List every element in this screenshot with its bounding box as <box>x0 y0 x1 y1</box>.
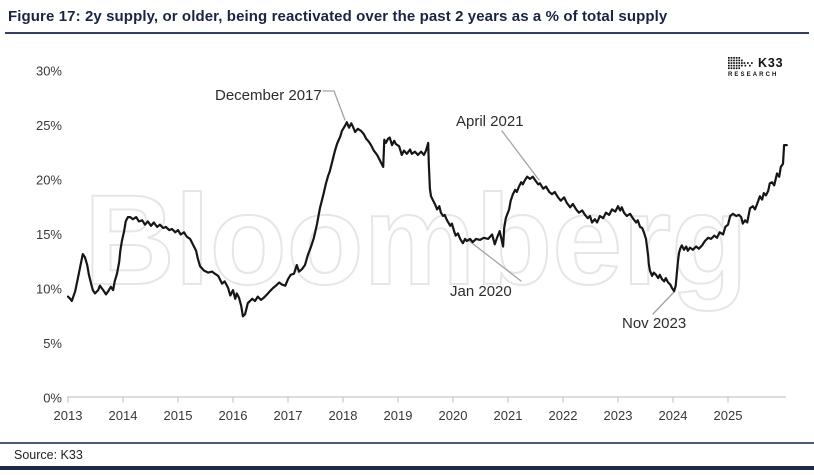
x-tick-label: 2020 <box>439 408 468 423</box>
x-tick-label: 2017 <box>274 408 303 423</box>
annotation-label: Jan 2020 <box>450 283 512 300</box>
k33-wordmark: K33 <box>758 56 784 70</box>
y-tick-label: 10% <box>36 282 62 297</box>
source-divider-bottom <box>0 466 814 470</box>
x-tick-label: 2022 <box>549 408 578 423</box>
y-tick-label: 15% <box>36 227 62 242</box>
annotation-leader <box>652 291 675 315</box>
annotation-leader <box>322 90 346 121</box>
annotation-label: Nov 2023 <box>622 315 686 332</box>
x-tick-label: 2013 <box>54 408 83 423</box>
y-tick-label: 5% <box>43 336 62 351</box>
y-tick-label: 20% <box>36 173 62 188</box>
source-divider-top <box>0 442 814 444</box>
series-line <box>66 121 788 318</box>
x-tick-label: 2023 <box>604 408 633 423</box>
figure-title: Figure 17: 2y supply, or older, being re… <box>8 8 668 25</box>
x-tick-label: 2025 <box>714 408 743 423</box>
x-tick-label: 2014 <box>109 408 138 423</box>
annotation-label: April 2021 <box>456 113 524 130</box>
title-divider <box>5 32 809 35</box>
annotation-leader <box>501 130 540 181</box>
x-tick-label: 2024 <box>659 408 688 423</box>
annotation-label: December 2017 <box>215 87 322 104</box>
bloomberg-watermark: Bloomberg <box>84 169 748 312</box>
y-tick-label: 30% <box>36 64 62 79</box>
annotation-leader <box>467 239 522 282</box>
x-tick-label: 2018 <box>329 408 358 423</box>
x-tick-label: 2019 <box>384 408 413 423</box>
x-tick-label: 2015 <box>164 408 193 423</box>
x-tick-label: 2016 <box>219 408 248 423</box>
k33-dots-icon <box>728 57 753 70</box>
k33-research-logo: K33 RESEARCH <box>728 57 794 78</box>
y-tick-label: 0% <box>43 391 62 406</box>
y-tick-label: 25% <box>36 118 62 133</box>
k33-research-label: RESEARCH <box>728 71 779 78</box>
x-tick-label: 2021 <box>494 408 523 423</box>
source-note: Source: K33 <box>14 448 83 462</box>
